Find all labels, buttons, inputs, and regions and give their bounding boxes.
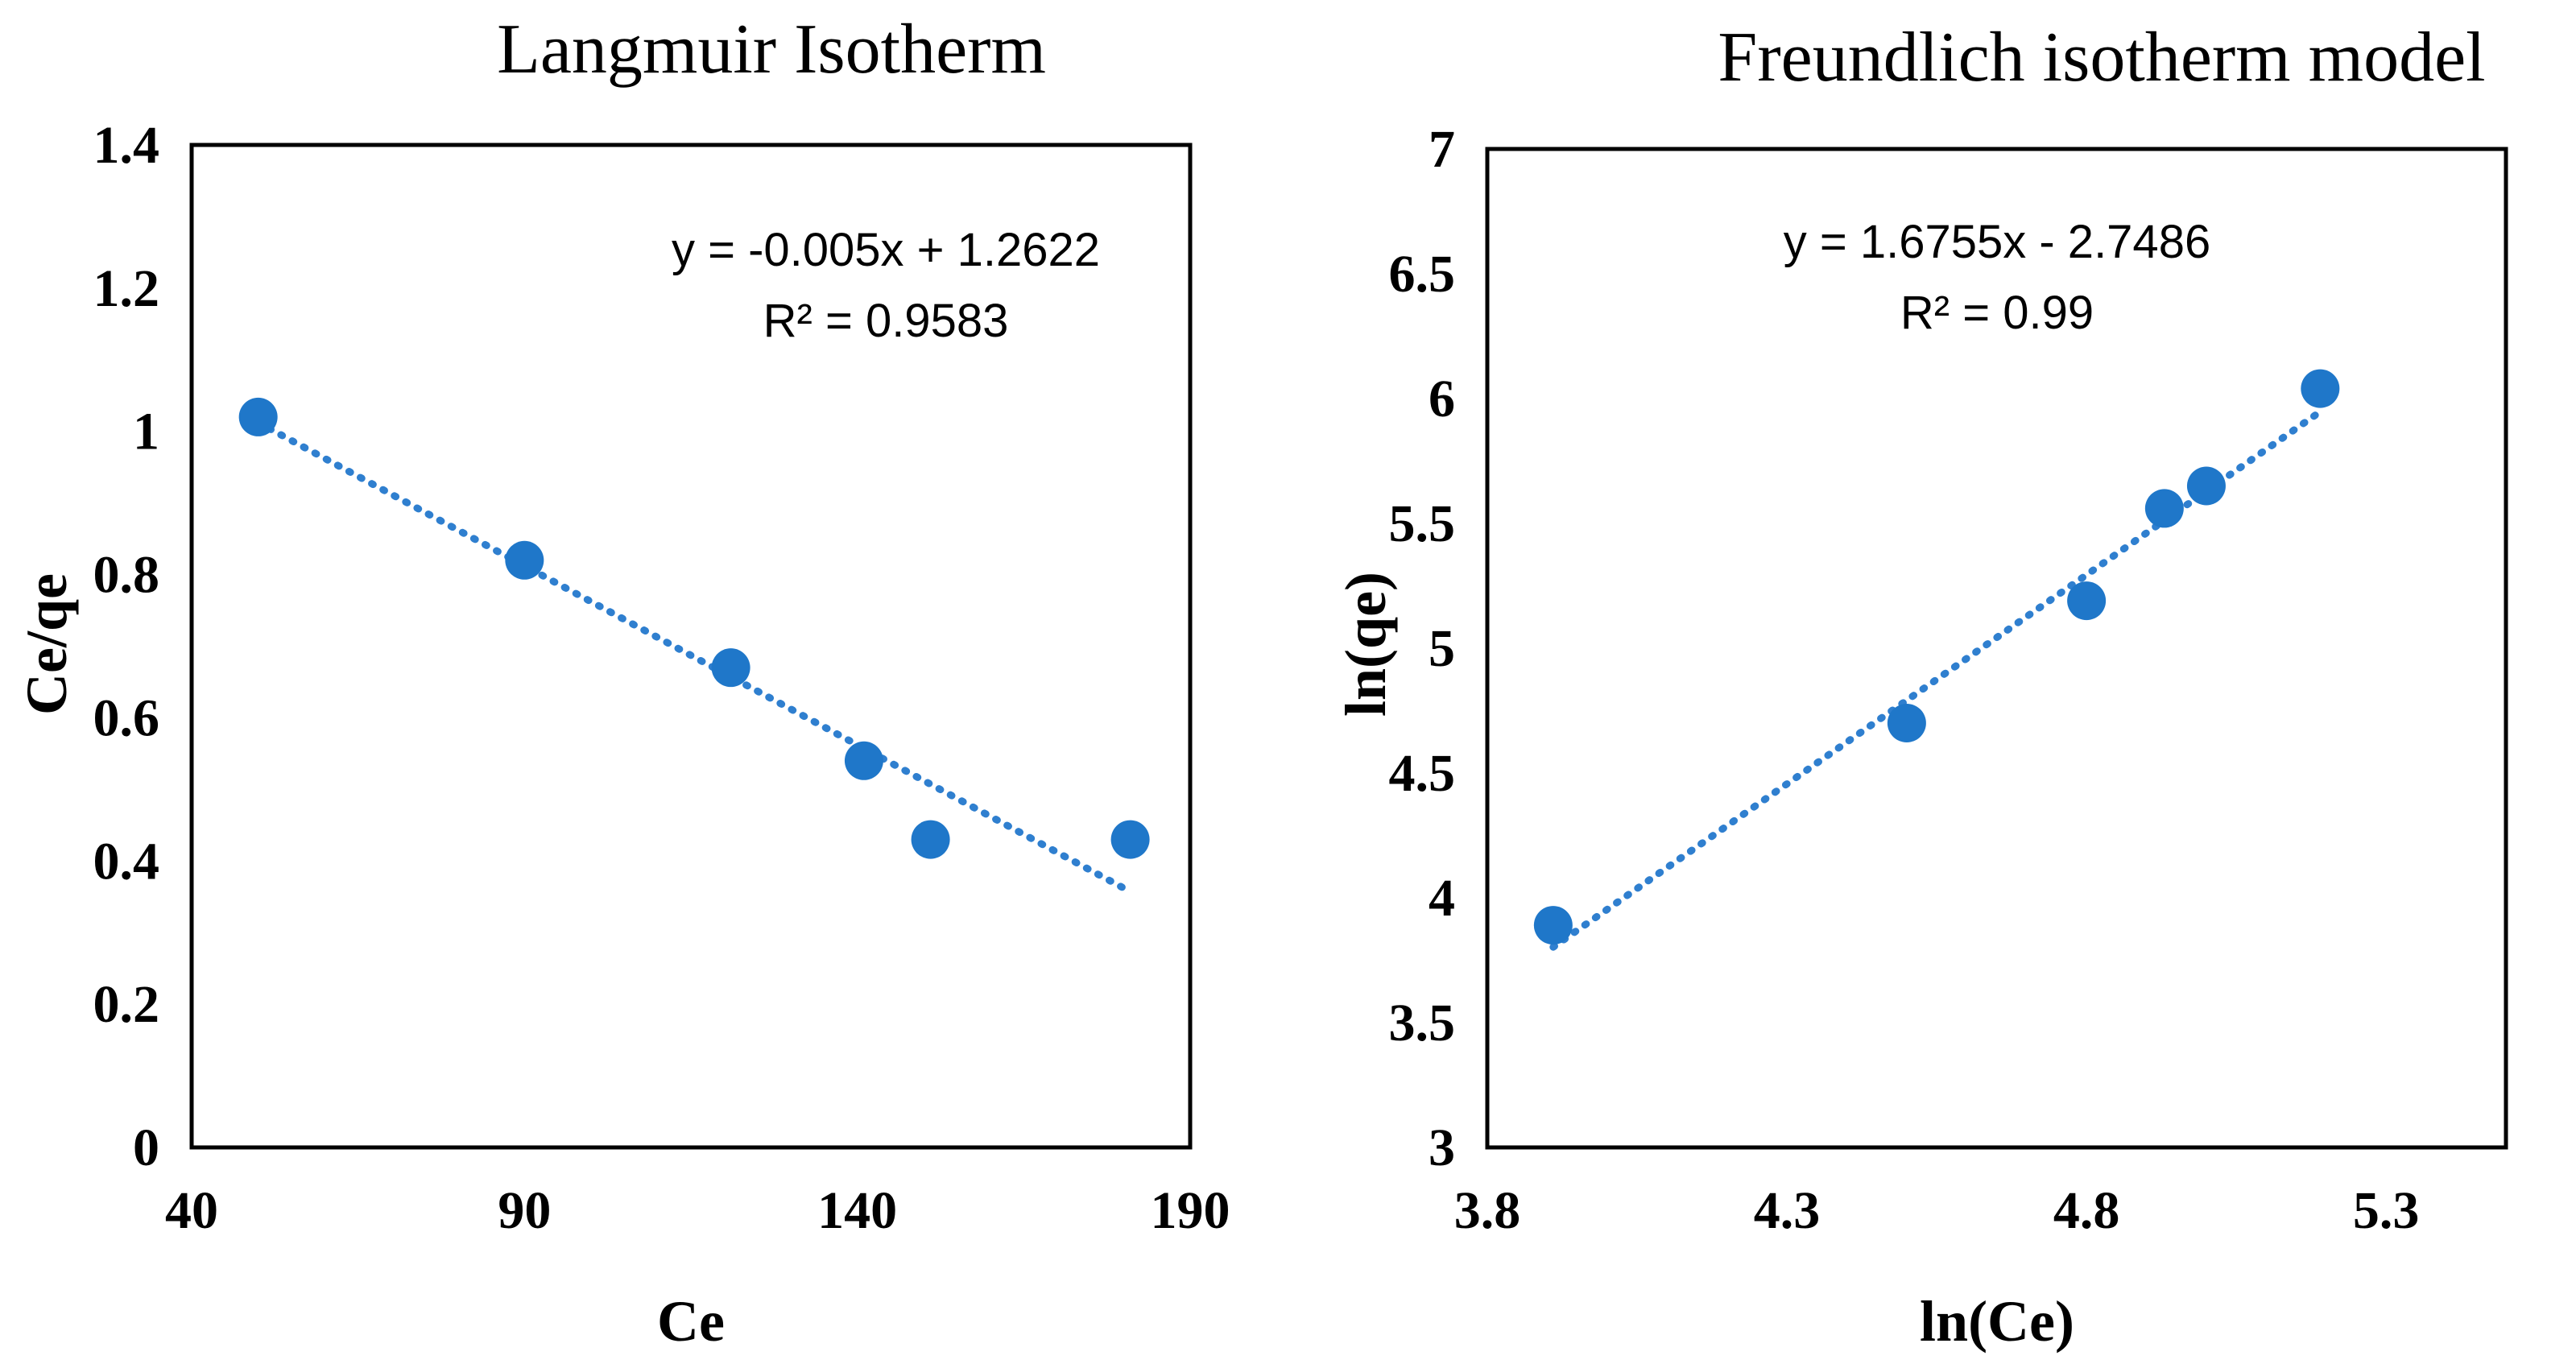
langmuir-y-tick-label: 0.2 bbox=[93, 975, 160, 1034]
freundlich-y-tick-label: 4 bbox=[1429, 869, 1455, 928]
langmuir-x-tick-label: 190 bbox=[1151, 1181, 1230, 1240]
freundlich-trendline-path bbox=[1549, 407, 2324, 951]
langmuir-trendline-path bbox=[254, 419, 1127, 892]
langmuir-y-tick-label: 0.6 bbox=[93, 688, 160, 747]
langmuir-y-tick-label: 0.4 bbox=[93, 832, 160, 891]
freundlich-data-point bbox=[2067, 581, 2107, 621]
freundlich-y-tick-label: 7 bbox=[1429, 120, 1455, 179]
langmuir-y-tick-label: 1.2 bbox=[93, 259, 160, 318]
freundlich-x-tick-label: 4.3 bbox=[1754, 1181, 1821, 1240]
langmuir-data-point bbox=[1110, 820, 1150, 859]
freundlich-data-point bbox=[2144, 489, 2184, 528]
freundlich-data-point bbox=[2301, 369, 2340, 408]
freundlich-y-axis-label: ln(qe) bbox=[1333, 572, 1398, 717]
freundlich-y-tick-label: 4.5 bbox=[1389, 744, 1456, 803]
langmuir-data-point bbox=[844, 741, 883, 780]
langmuir-plot-frame bbox=[189, 143, 1193, 1150]
freundlich-y-tick-label: 5 bbox=[1429, 619, 1455, 678]
freundlich-x-ticks: 3.8 4.3 4.8 5.3 bbox=[1454, 1181, 2420, 1240]
langmuir-x-tick-label: 40 bbox=[165, 1181, 218, 1240]
freundlich-y-tick-label: 6.5 bbox=[1389, 245, 1456, 304]
langmuir-y-tick-label: 0 bbox=[133, 1118, 159, 1177]
freundlich-r-squared: R² = 0.99 bbox=[1900, 287, 2094, 339]
langmuir-y-tick-label: 1.4 bbox=[93, 116, 160, 175]
langmuir-x-ticks: 40 90 140 190 bbox=[165, 1181, 1230, 1240]
langmuir-y-axis-label: Ce/qe bbox=[14, 573, 79, 715]
freundlich-plot-frame bbox=[1485, 147, 2508, 1150]
freundlich-x-tick-label: 3.8 bbox=[1454, 1181, 1521, 1240]
freundlich-x-axis-label: ln(Ce) bbox=[1920, 1289, 2074, 1354]
langmuir-trendline bbox=[254, 419, 1127, 892]
langmuir-r-squared: R² = 0.9583 bbox=[763, 295, 1009, 347]
freundlich-trendline bbox=[1549, 407, 2324, 951]
freundlich-x-tick-label: 5.3 bbox=[2353, 1181, 2420, 1240]
freundlich-y-tick-label: 6 bbox=[1429, 370, 1455, 428]
langmuir-data-point bbox=[711, 648, 750, 688]
freundlich-points bbox=[1533, 369, 2340, 945]
langmuir-x-tick-label: 90 bbox=[498, 1181, 551, 1240]
langmuir-points bbox=[238, 397, 1150, 859]
freundlich-y-tick-label: 5.5 bbox=[1389, 494, 1456, 553]
freundlich-x-tick-label: 4.8 bbox=[2053, 1181, 2120, 1240]
freundlich-title: Freundlich isotherm model bbox=[1718, 19, 2485, 97]
langmuir-data-point bbox=[911, 820, 950, 859]
langmuir-y-tick-label: 0.8 bbox=[93, 546, 160, 605]
langmuir-data-point bbox=[238, 397, 278, 436]
freundlich-y-ticks: 3 3.5 4 4.5 5 5.5 6 6.5 7 bbox=[1389, 120, 1456, 1177]
langmuir-x-tick-label: 140 bbox=[817, 1181, 897, 1240]
langmuir-chart: Langmuir Isotherm 0 0.2 0.4 0.6 0.8 1 1.2 1.4 4… bbox=[14, 10, 1230, 1354]
freundlich-data-point bbox=[1533, 906, 1573, 945]
freundlich-y-tick-label: 3 bbox=[1429, 1118, 1455, 1177]
freundlich-y-tick-label: 3.5 bbox=[1389, 994, 1456, 1052]
langmuir-x-axis-label: Ce bbox=[657, 1289, 725, 1354]
langmuir-y-ticks: 0 0.2 0.4 0.6 0.8 1 1.2 1.4 bbox=[93, 116, 160, 1177]
langmuir-title: Langmuir Isotherm bbox=[497, 10, 1046, 89]
langmuir-equation: y = -0.005x + 1.2622 bbox=[672, 224, 1100, 276]
freundlich-equation: y = 1.6755x - 2.7486 bbox=[1784, 216, 2210, 268]
langmuir-data-point bbox=[505, 540, 544, 580]
freundlich-data-point bbox=[2186, 466, 2226, 506]
freundlich-data-point bbox=[1887, 704, 1926, 742]
freundlich-chart: Freundlich isotherm model 3 3.5 4 4.5 5 5.5 6 6… bbox=[1333, 19, 2508, 1354]
langmuir-y-tick-label: 1 bbox=[133, 403, 159, 461]
